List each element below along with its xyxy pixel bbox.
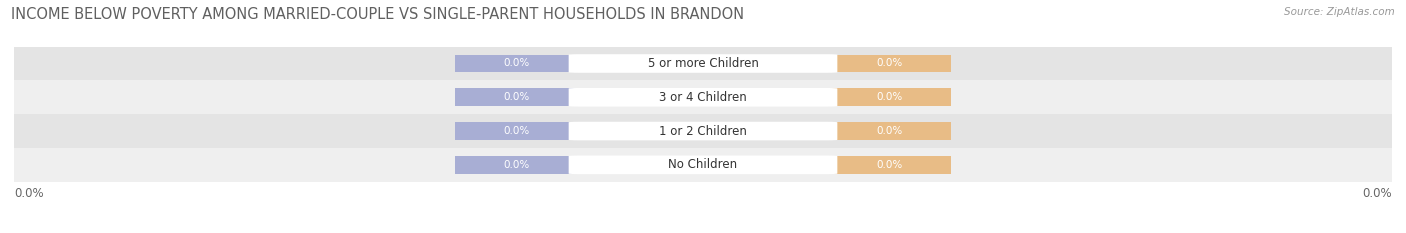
Bar (14, 47, 1392, 80)
Text: 0.0%: 0.0% (503, 126, 530, 136)
Bar (456, 122, 579, 140)
Bar (14, 114, 1392, 148)
Text: 1 or 2 Children: 1 or 2 Children (659, 125, 747, 137)
Text: INCOME BELOW POVERTY AMONG MARRIED-COUPLE VS SINGLE-PARENT HOUSEHOLDS IN BRANDON: INCOME BELOW POVERTY AMONG MARRIED-COUPL… (11, 7, 744, 22)
FancyBboxPatch shape (568, 54, 838, 73)
Bar (827, 89, 950, 106)
Bar (456, 156, 579, 174)
FancyBboxPatch shape (568, 88, 838, 106)
Text: 0.0%: 0.0% (876, 92, 903, 102)
Text: 3 or 4 Children: 3 or 4 Children (659, 91, 747, 104)
Text: 0.0%: 0.0% (876, 58, 903, 69)
Text: 0.0%: 0.0% (876, 126, 903, 136)
Bar (456, 55, 579, 72)
FancyBboxPatch shape (568, 122, 838, 140)
Bar (827, 55, 950, 72)
Text: 0.0%: 0.0% (503, 160, 530, 170)
Text: No Children: No Children (668, 158, 738, 171)
Text: 0.0%: 0.0% (876, 160, 903, 170)
Bar (827, 156, 950, 174)
Text: 0.0%: 0.0% (503, 58, 530, 69)
Text: 0.0%: 0.0% (503, 92, 530, 102)
FancyBboxPatch shape (568, 156, 838, 174)
Bar (14, 80, 1392, 114)
Text: 0.0%: 0.0% (1362, 187, 1392, 200)
Text: 0.0%: 0.0% (14, 187, 44, 200)
Bar (827, 122, 950, 140)
Text: Source: ZipAtlas.com: Source: ZipAtlas.com (1284, 7, 1395, 17)
Text: 5 or more Children: 5 or more Children (648, 57, 758, 70)
Bar (456, 89, 579, 106)
Bar (14, 148, 1392, 182)
